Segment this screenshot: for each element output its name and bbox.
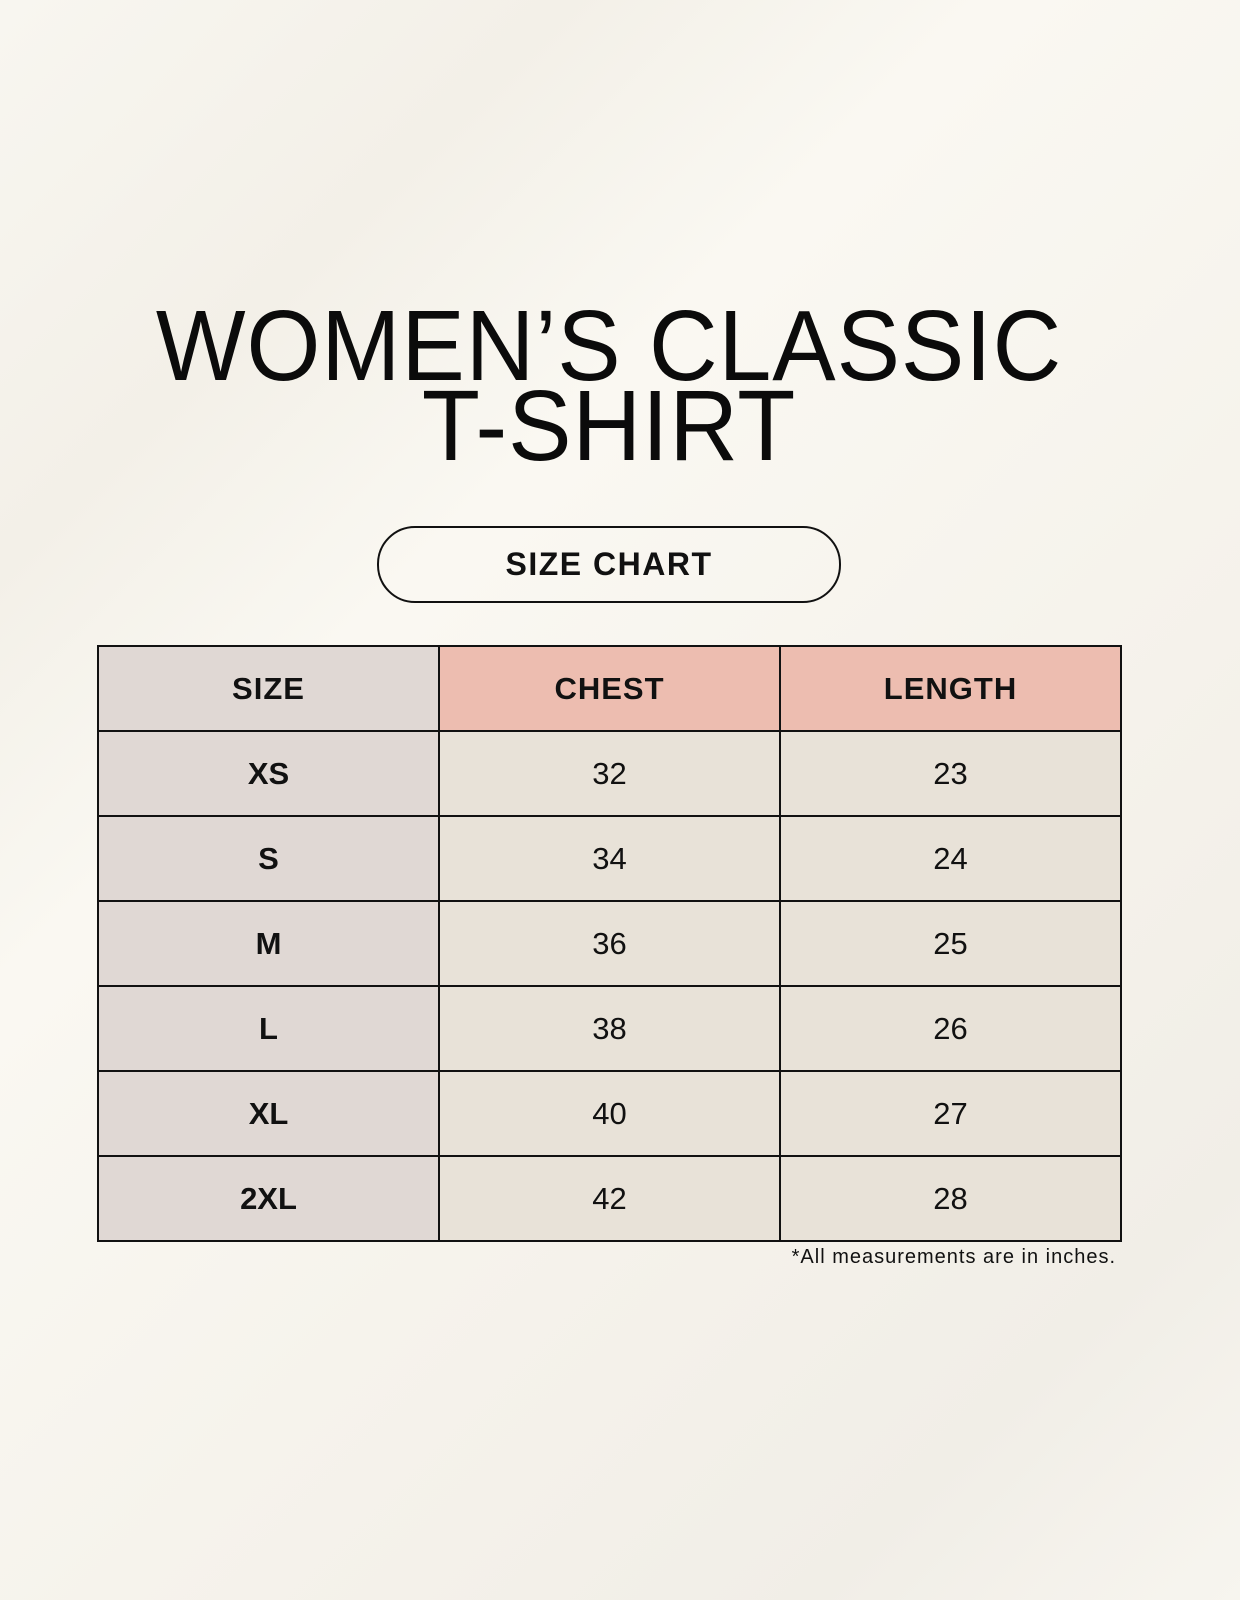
cell-length: 27 [779, 1070, 1122, 1157]
cell-size: S [97, 815, 440, 902]
cell-chest: 34 [438, 815, 781, 902]
page-title: WOMEN’S CLASSIC T-SHIRT [0, 290, 1218, 482]
cell-length: 28 [779, 1155, 1122, 1242]
cell-size: 2XL [97, 1155, 440, 1242]
cell-chest: 40 [438, 1070, 781, 1157]
cell-size: L [97, 985, 440, 1072]
title-line-2: T-SHIRT [421, 370, 797, 482]
header-chest: CHEST [438, 645, 781, 732]
cell-chest: 42 [438, 1155, 781, 1242]
table-row: 2XL 42 28 [97, 1155, 1122, 1242]
cell-size: XL [97, 1070, 440, 1157]
cell-size: XS [97, 730, 440, 817]
table-header-row: SIZE CHEST LENGTH [97, 645, 1122, 732]
measurement-note: *All measurements are in inches. [791, 1246, 1116, 1268]
header-length: LENGTH [779, 645, 1122, 732]
table-row: L 38 26 [97, 985, 1122, 1072]
title-line-1: WOMEN’S CLASSIC [155, 290, 1063, 402]
cell-length: 24 [779, 815, 1122, 902]
table-row: M 36 25 [97, 900, 1122, 987]
table-row: XL 40 27 [97, 1070, 1122, 1157]
cell-chest: 38 [438, 985, 781, 1072]
cell-length: 23 [779, 730, 1122, 817]
size-chart-label: SIZE CHART [377, 526, 841, 603]
size-table: SIZE CHEST LENGTH XS 32 23 S 34 24 M 36 25 L 38 26 X… [97, 645, 1122, 1242]
table-row: S 34 24 [97, 815, 1122, 902]
cell-chest: 32 [438, 730, 781, 817]
cell-chest: 36 [438, 900, 781, 987]
cell-length: 25 [779, 900, 1122, 987]
cell-length: 26 [779, 985, 1122, 1072]
table-row: XS 32 23 [97, 730, 1122, 817]
header-size: SIZE [97, 645, 440, 732]
cell-size: M [97, 900, 440, 987]
